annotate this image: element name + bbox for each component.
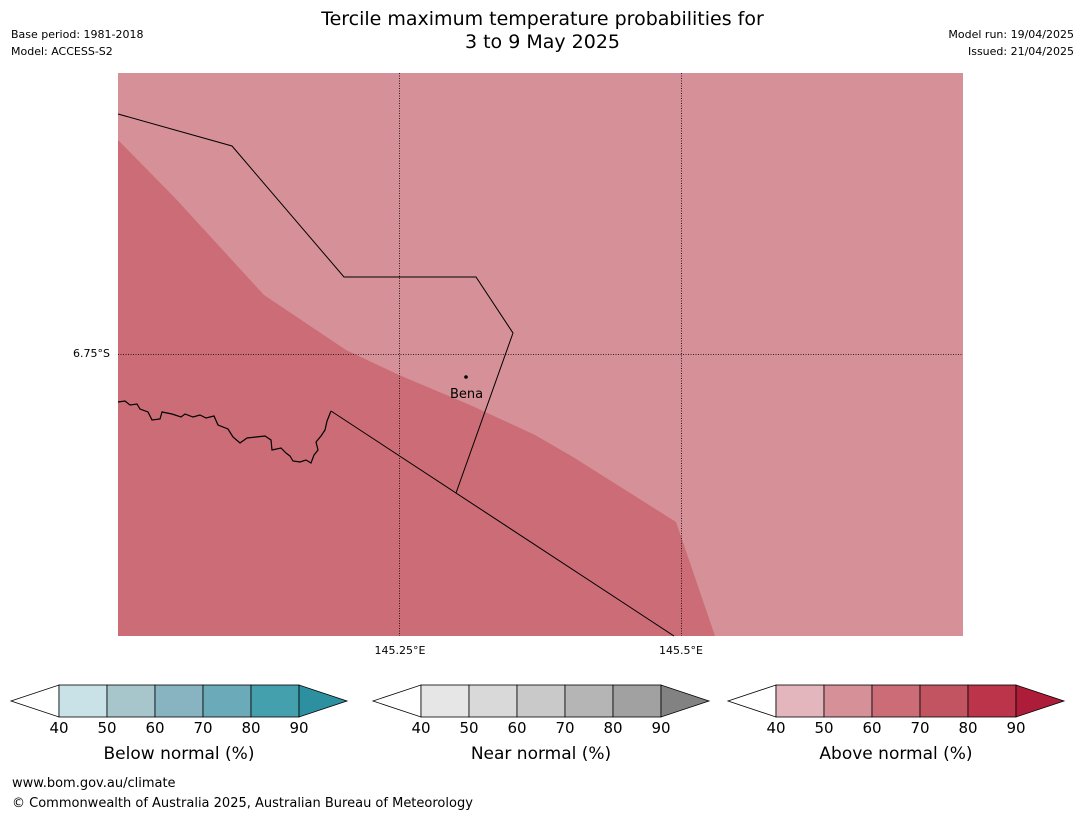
coastline-border xyxy=(117,400,332,464)
title-line-2: 3 to 9 May 2025 xyxy=(464,31,621,53)
province-boundary-lower xyxy=(330,410,675,637)
below-tick-80: 80 xyxy=(241,719,261,737)
near-tick-40: 40 xyxy=(411,719,431,737)
above-extension-low xyxy=(726,684,777,718)
above-normal-title: Above normal (%) xyxy=(819,744,973,764)
above-tick-60: 60 xyxy=(862,719,882,737)
meta-right: Model run: 19/04/2025 Issued: 21/04/2025 xyxy=(948,26,1074,60)
town-marker-bena xyxy=(464,375,468,379)
chart-title: Tercile maximum temperature probabilitie… xyxy=(0,8,1085,54)
colorbar-below-normal xyxy=(9,684,349,718)
near-tick-90: 90 xyxy=(651,719,671,737)
base-period-text: Base period: 1981-2018 xyxy=(11,28,144,41)
model-run-text: Model run: 19/04/2025 xyxy=(948,28,1074,41)
above-segment-50 xyxy=(823,684,873,718)
above-segment-60 xyxy=(871,684,921,718)
footer-copyright: © Commonwealth of Australia 2025, Austra… xyxy=(12,796,473,811)
near-tick-50: 50 xyxy=(459,719,479,737)
footer-website: www.bom.gov.au/climate xyxy=(12,776,176,791)
colorbar-above-normal xyxy=(726,684,1066,718)
town-label-bena: Bena xyxy=(450,387,484,402)
below-segment-40 xyxy=(58,684,108,718)
below-tick-90: 90 xyxy=(289,719,309,737)
near-segment-50 xyxy=(468,684,518,718)
issued-text: Issued: 21/04/2025 xyxy=(967,45,1074,58)
above-segment-80 xyxy=(967,684,1017,718)
near-segment-40 xyxy=(420,684,470,718)
above-segment-40 xyxy=(775,684,825,718)
near-segment-70 xyxy=(564,684,614,718)
below-segment-80 xyxy=(250,684,300,718)
above-tick-70: 70 xyxy=(910,719,930,737)
near-extension-high xyxy=(660,684,711,718)
above-extension-high xyxy=(1015,684,1066,718)
above-tick-40: 40 xyxy=(766,719,786,737)
below-tick-70: 70 xyxy=(193,719,213,737)
longitude-label-145-25: 145.25°E xyxy=(374,644,426,657)
below-extension-high xyxy=(298,684,349,718)
title-line-1: Tercile maximum temperature probabilitie… xyxy=(321,8,764,30)
above-tick-50: 50 xyxy=(814,719,834,737)
below-segment-50 xyxy=(106,684,156,718)
graticule xyxy=(118,73,963,636)
map-region-above-60-70 xyxy=(118,140,715,636)
below-tick-40: 40 xyxy=(49,719,69,737)
latitude-label-6-75: 6.75°S xyxy=(73,347,110,360)
near-extension-low xyxy=(371,684,422,718)
below-extension-low xyxy=(9,684,60,718)
near-tick-70: 70 xyxy=(555,719,575,737)
near-normal-title: Near normal (%) xyxy=(470,744,612,764)
province-boundary-upper xyxy=(117,113,514,494)
colorbar-near-normal xyxy=(371,684,711,718)
above-tick-90: 90 xyxy=(1006,719,1026,737)
below-tick-60: 60 xyxy=(145,719,165,737)
near-segment-80 xyxy=(612,684,662,718)
near-segment-60 xyxy=(516,684,566,718)
below-segment-70 xyxy=(202,684,252,718)
below-tick-50: 50 xyxy=(97,719,117,737)
longitude-label-145-5: 145.5°E xyxy=(659,644,703,657)
above-tick-80: 80 xyxy=(958,719,978,737)
model-text: Model: ACCESS-S2 xyxy=(11,45,113,58)
below-segment-60 xyxy=(154,684,204,718)
meta-left: Base period: 1981-2018 Model: ACCESS-S2 xyxy=(11,26,143,60)
above-segment-70 xyxy=(919,684,969,718)
province-boundaries xyxy=(117,113,675,637)
below-normal-title: Below normal (%) xyxy=(103,744,255,764)
near-tick-80: 80 xyxy=(603,719,623,737)
near-tick-60: 60 xyxy=(507,719,527,737)
